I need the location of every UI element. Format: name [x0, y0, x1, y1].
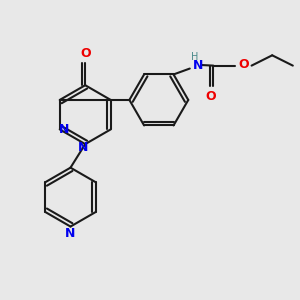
Text: H: H	[191, 52, 199, 62]
Text: N: N	[65, 226, 76, 239]
Text: N: N	[193, 59, 203, 72]
Text: O: O	[80, 47, 91, 60]
Text: O: O	[238, 58, 249, 70]
Text: N: N	[78, 141, 88, 154]
Text: O: O	[206, 90, 216, 103]
Text: N: N	[59, 123, 69, 136]
